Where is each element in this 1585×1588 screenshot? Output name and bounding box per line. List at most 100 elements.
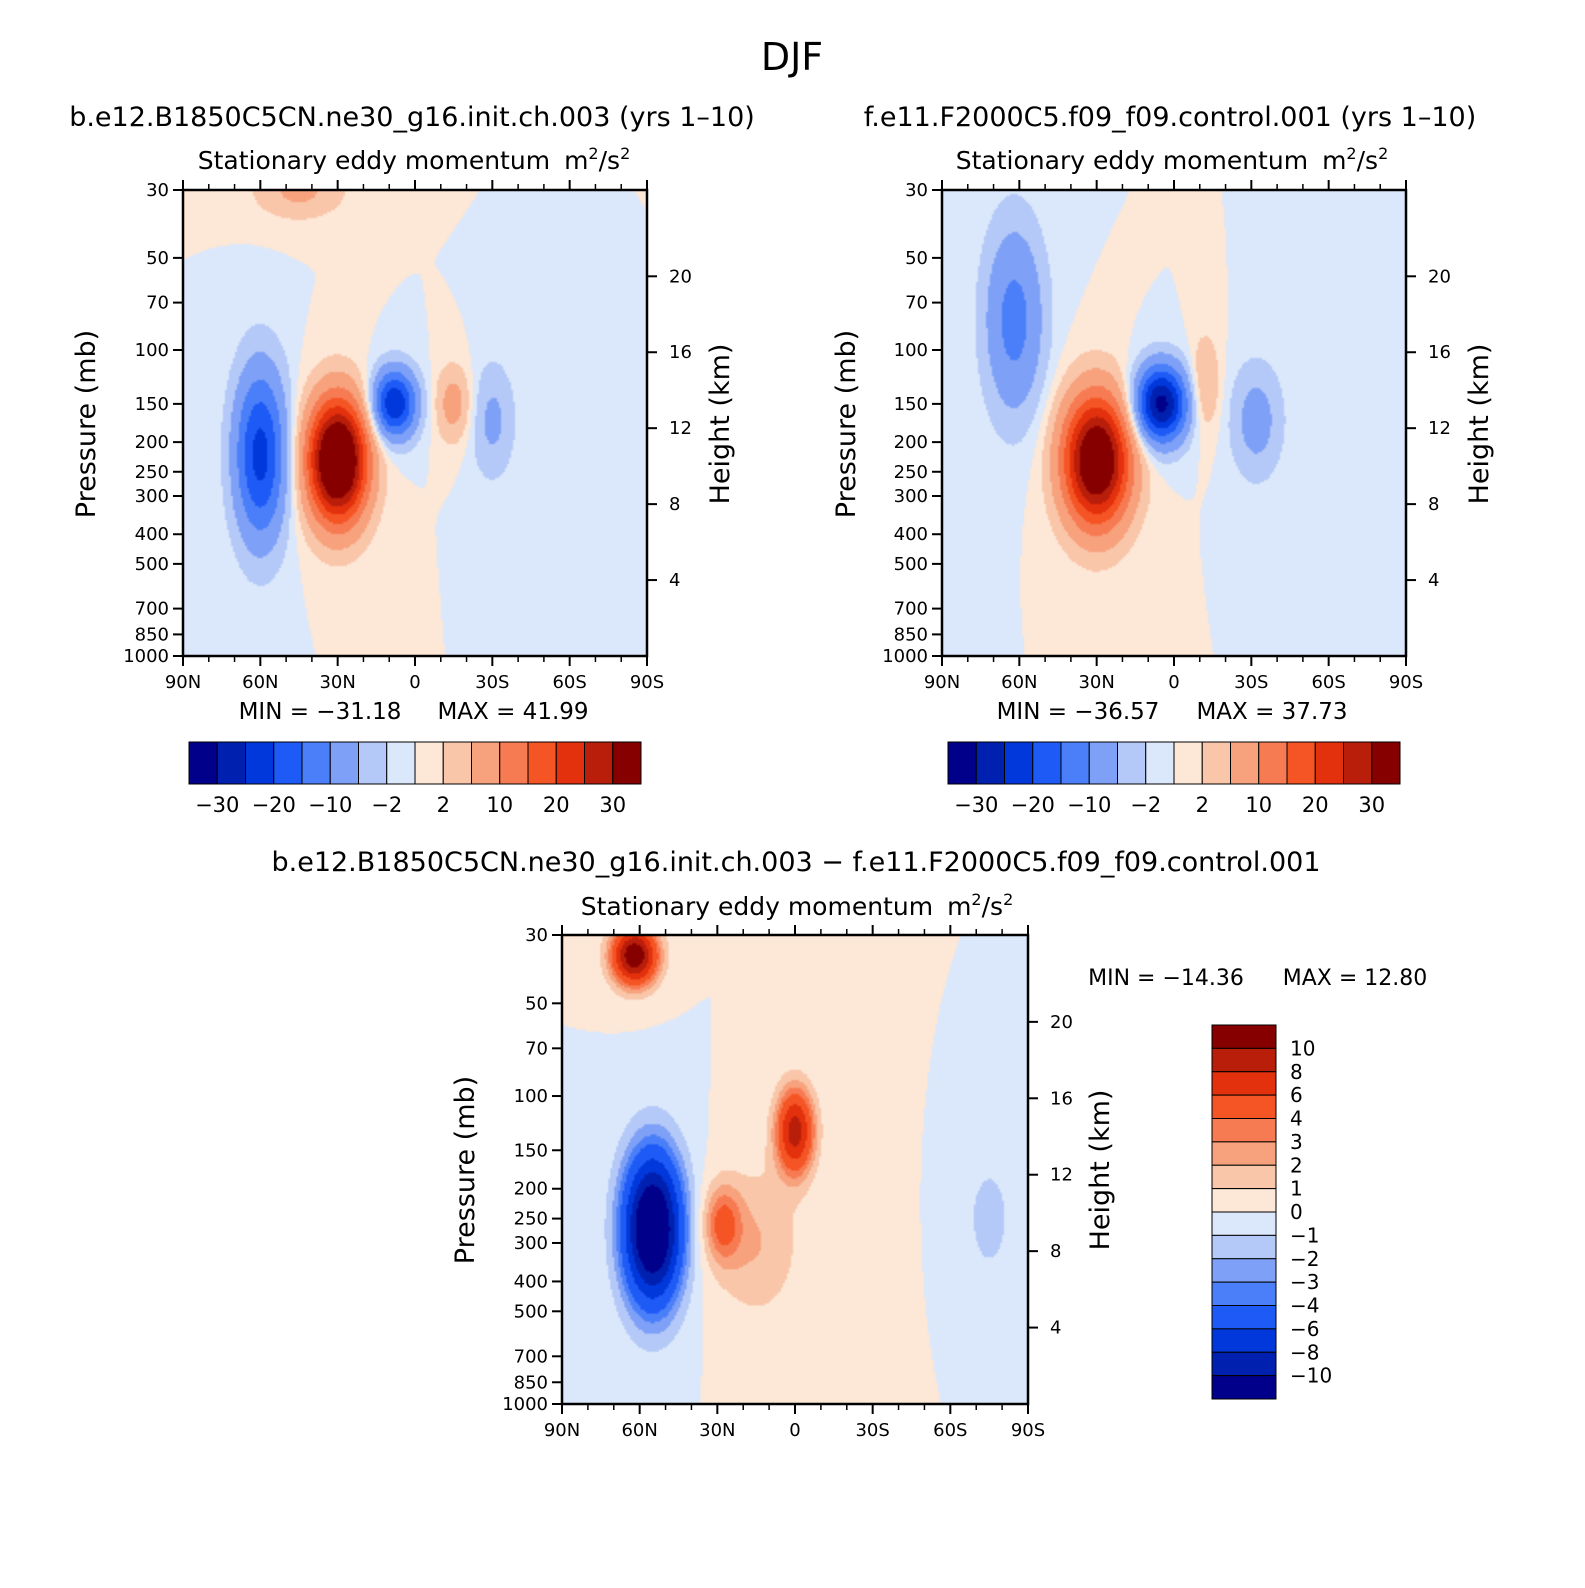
y-tick-label: 850 bbox=[514, 1372, 548, 1393]
colorbar-label: 1 bbox=[1290, 1177, 1303, 1201]
colorbar-label: −3 bbox=[1290, 1270, 1319, 1294]
colorbar-box bbox=[1211, 1375, 1277, 1400]
colorbar-box bbox=[1145, 741, 1175, 785]
run-title: f.e11.F2000C5.f09_f09.control.001 (yrs 1… bbox=[864, 102, 1476, 133]
colorbar-label: 2 bbox=[1290, 1153, 1303, 1177]
colorbar-label: 3 bbox=[1290, 1130, 1303, 1154]
colorbar-label: 10 bbox=[486, 793, 513, 817]
contour-field bbox=[183, 190, 647, 656]
min-label: MIN = −14.36 bbox=[1088, 966, 1244, 991]
panel-top-right: f.e11.F2000C5.f09_f09.control.001 (yrs 1… bbox=[831, 102, 1495, 817]
colorbar-box bbox=[1211, 1305, 1277, 1330]
colorbar-box bbox=[358, 741, 388, 785]
colorbar-box bbox=[471, 741, 501, 785]
x-tick-label: 90S bbox=[630, 672, 664, 693]
x-tick-label: 60N bbox=[242, 672, 278, 693]
colorbar-label: −20 bbox=[1011, 793, 1055, 817]
x-tick-label: 0 bbox=[789, 1420, 800, 1441]
colorbar-label: −30 bbox=[954, 793, 998, 817]
y-tick-label: 400 bbox=[135, 524, 169, 545]
height-axis: 20 16 12 8 4 bbox=[1028, 1012, 1073, 1339]
contour-field bbox=[562, 935, 1028, 1404]
height-tick-label: 12 bbox=[1428, 418, 1451, 439]
colorbar-box bbox=[499, 741, 529, 785]
colorbar-box bbox=[1173, 741, 1203, 785]
latitude-axis: 90N 60N 30N 0 30S 60S 90S bbox=[924, 180, 1423, 693]
run-title: b.e12.B1850C5CN.ne30_g16.init.ch.003 − f… bbox=[271, 847, 1320, 878]
colorbar-label: −8 bbox=[1290, 1340, 1319, 1364]
y-axis-label: Pressure (mb) bbox=[71, 330, 102, 518]
colorbar-box bbox=[1211, 1328, 1277, 1353]
height-tick-label: 8 bbox=[1428, 494, 1439, 515]
y-tick-label: 300 bbox=[514, 1233, 548, 1254]
x-tick-label: 90S bbox=[1389, 672, 1423, 693]
y-tick-label: 250 bbox=[514, 1209, 548, 1230]
x-tick-label: 30N bbox=[319, 672, 355, 693]
colorbar: −30 −20 −10 −2 2 10 20 30 bbox=[947, 741, 1401, 817]
x-tick-label: 60N bbox=[621, 1420, 657, 1441]
y-tick-label: 30 bbox=[905, 180, 928, 201]
colorbar-box bbox=[1211, 1188, 1277, 1213]
x-tick-label: 90N bbox=[924, 672, 960, 693]
run-title: b.e12.B1850C5CN.ne30_g16.init.ch.003 (yr… bbox=[69, 102, 755, 133]
colorbar-box bbox=[1004, 741, 1034, 785]
colorbar-box bbox=[1258, 741, 1288, 785]
contour-raster bbox=[942, 190, 1406, 656]
height-tick-label: 16 bbox=[669, 342, 692, 363]
y-tick-label: 200 bbox=[135, 432, 169, 453]
colorbar-label: −10 bbox=[1290, 1364, 1332, 1388]
y-axis-label: Pressure (mb) bbox=[831, 330, 862, 518]
min-label: MIN = −36.57 bbox=[997, 699, 1160, 725]
max-label: MAX = 41.99 bbox=[437, 699, 588, 725]
colorbar-box bbox=[1088, 741, 1118, 785]
x-tick-label: 0 bbox=[1168, 672, 1179, 693]
y-tick-label: 300 bbox=[135, 486, 169, 507]
x-tick-label: 60S bbox=[1311, 672, 1345, 693]
plot-title: Stationary eddy momentum m2/s2 bbox=[198, 144, 631, 175]
colorbar-box bbox=[584, 741, 614, 785]
x-tick-label: 30N bbox=[699, 1420, 735, 1441]
y-tick-label: 30 bbox=[525, 925, 548, 946]
x-tick-label: 60S bbox=[552, 672, 586, 693]
colorbar-box bbox=[329, 741, 359, 785]
y-tick-label: 500 bbox=[135, 554, 169, 575]
colorbar-label: −10 bbox=[308, 793, 352, 817]
colorbar-box bbox=[612, 741, 642, 785]
x-tick-label: 30S bbox=[855, 1420, 889, 1441]
height-tick-label: 12 bbox=[669, 418, 692, 439]
y-tick-label: 150 bbox=[514, 1140, 548, 1161]
y-tick-label: 700 bbox=[894, 599, 928, 620]
y-tick-label: 50 bbox=[146, 248, 169, 269]
colorbar-box bbox=[1211, 1094, 1277, 1119]
y-tick-label: 70 bbox=[905, 293, 928, 314]
y-tick-label: 100 bbox=[894, 340, 928, 361]
colorbar-label: 0 bbox=[1290, 1200, 1303, 1224]
plot-title: Stationary eddy momentum m2/s2 bbox=[581, 890, 1014, 921]
y-tick-label: 200 bbox=[514, 1179, 548, 1200]
colorbar-label: −10 bbox=[1067, 793, 1111, 817]
colorbar-label: 2 bbox=[1196, 793, 1209, 817]
colorbar-box bbox=[245, 741, 275, 785]
x-tick-label: 90N bbox=[544, 1420, 580, 1441]
y-tick-label: 100 bbox=[514, 1086, 548, 1107]
panel-bottom-difference: b.e12.B1850C5CN.ne30_g16.init.ch.003 − f… bbox=[271, 847, 1427, 1441]
colorbar-box bbox=[1211, 1234, 1277, 1260]
contour-field bbox=[942, 190, 1406, 656]
y2-axis-label: Height (km) bbox=[705, 344, 736, 505]
colorbar-box bbox=[1314, 741, 1344, 785]
colorbar-box bbox=[975, 741, 1005, 785]
colorbar-box bbox=[555, 741, 585, 785]
y-tick-label: 1000 bbox=[123, 646, 169, 667]
colorbar-box bbox=[273, 741, 303, 785]
x-tick-label: 30S bbox=[1234, 672, 1268, 693]
y-axis-label: Pressure (mb) bbox=[450, 1076, 481, 1264]
colorbar-label: 4 bbox=[1290, 1107, 1303, 1131]
figure-title: DJF bbox=[761, 35, 823, 79]
colorbar-box bbox=[1211, 1281, 1277, 1306]
max-label: MAX = 37.73 bbox=[1196, 699, 1347, 725]
y-tick-label: 70 bbox=[146, 293, 169, 314]
colorbar-box bbox=[301, 741, 331, 785]
y-tick-label: 70 bbox=[525, 1038, 548, 1059]
x-tick-label: 0 bbox=[409, 672, 420, 693]
